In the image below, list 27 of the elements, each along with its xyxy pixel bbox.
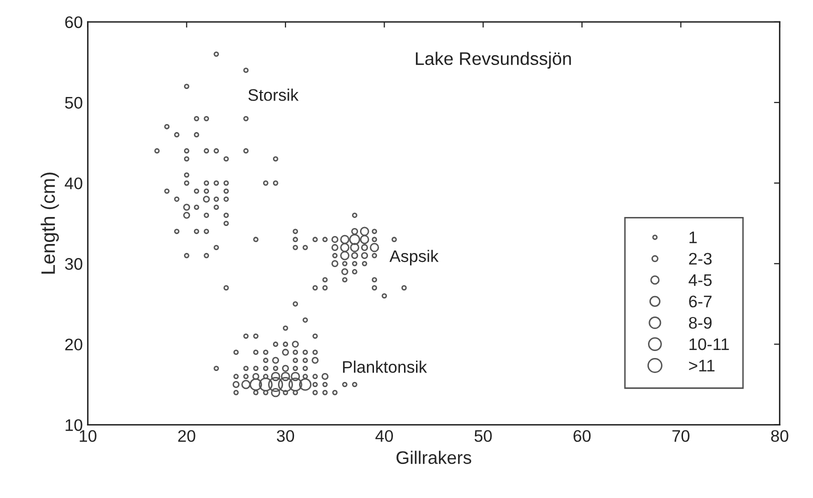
y-tick-label: 50	[65, 96, 82, 109]
text: Lake Revsundssjön	[416, 52, 571, 69]
x-tick-label: 40	[375, 430, 393, 442]
x-tick-label: 30	[276, 430, 294, 442]
x-tick-label: 20	[178, 430, 196, 442]
x-axis-title: Gillrakers	[396, 450, 472, 464]
legend-label: 1	[690, 232, 697, 244]
x-tick-label: 10	[80, 430, 96, 442]
x-tick-label: 50	[474, 430, 492, 442]
legend-label: 2-3	[689, 252, 712, 265]
x-tick-label: 60	[574, 430, 591, 442]
legend-label: 4-5	[688, 274, 712, 286]
y-tick-label: 20	[65, 338, 82, 350]
annotation: Storsik	[248, 88, 299, 101]
legend-label: 8-9	[689, 316, 712, 329]
legend-label: 10-11	[690, 338, 729, 350]
legend-label: >11	[689, 360, 715, 372]
y-axis-title: Length (cm)	[40, 172, 59, 274]
y-tick-label: 40	[64, 177, 82, 190]
annotation: Aspsik	[389, 250, 439, 266]
x-tick-label: 80	[771, 430, 788, 442]
legend-label: 6-7	[689, 296, 712, 308]
x-tick-label: 70	[672, 430, 690, 442]
y-tick-label: 30	[65, 258, 82, 270]
y-tick-label: 60	[65, 16, 82, 28]
annotation: Planktonsik	[343, 360, 427, 373]
y-tick-label: 10	[66, 419, 82, 431]
